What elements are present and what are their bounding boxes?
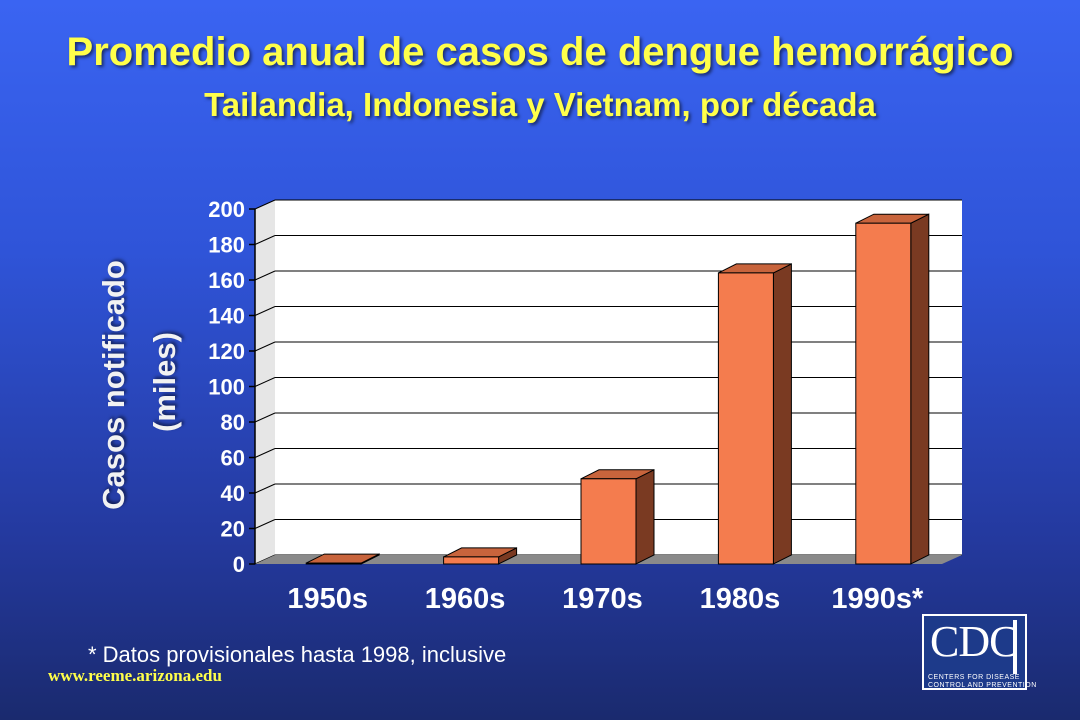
y-tick-label: 180 [208, 233, 245, 258]
gridline-side [254, 235, 276, 245]
y-tick-label: 0 [233, 552, 245, 577]
source-url: www.reeme.arizona.edu [48, 666, 222, 685]
bar [855, 222, 912, 565]
y-tick-label: 160 [208, 268, 245, 293]
bar-side [635, 468, 655, 565]
bar [580, 478, 637, 565]
x-tick-label: 1990s* [831, 583, 924, 615]
gridline-side [254, 519, 276, 529]
x-tick-label: 1970s [562, 583, 643, 615]
y-axis-label: Casos notificado [95, 260, 131, 510]
y-tick-label: 80 [221, 410, 245, 435]
gridline-side [254, 306, 276, 316]
x-tick-label: 1950s [287, 583, 368, 615]
chart-subtitle: Tailandia, Indonesia y Vietnam, por déca… [204, 86, 876, 123]
chart-title: Promedio anual de casos de dengue hemorr… [66, 30, 1014, 74]
x-tick-label: 1980s [700, 583, 781, 615]
cdc-logo-subtitle: CENTERS FOR DISEASE CONTROL AND PREVENTI… [928, 674, 1037, 690]
gridline-side [254, 412, 276, 423]
bar [305, 562, 362, 565]
gridline-side [254, 448, 276, 458]
y-tick-label: 120 [208, 339, 245, 364]
cdc-logo-sub-line2: CONTROL AND PREVENTION [928, 682, 1037, 689]
gridline-side [254, 341, 276, 352]
bar [443, 556, 500, 565]
y-tick-label: 20 [221, 517, 245, 542]
y-tick-label: 140 [208, 304, 245, 329]
gridline-side [254, 199, 276, 210]
x-tick-label: 1960s [425, 583, 506, 615]
footnote: * Datos provisionales hasta 1998, inclus… [88, 642, 507, 667]
y-tick-label: 60 [221, 446, 245, 471]
y-tick-label: 100 [208, 375, 245, 400]
bar-side [910, 213, 930, 565]
cdc-logo-text: CDC [930, 617, 1018, 666]
gridline-side [254, 270, 276, 281]
y-tick-label: 200 [208, 197, 245, 222]
y-axis-unit-label: (miles) [146, 332, 182, 432]
cdc-logo-sub-line1: CENTERS FOR DISEASE [928, 674, 1020, 681]
bar-side [772, 263, 792, 565]
gridline-side [254, 483, 276, 494]
cdc-logo-bar [1013, 620, 1017, 674]
cdc-logo: CDC CENTERS FOR DISEASE CONTROL AND PREV… [922, 614, 1036, 690]
bar [717, 272, 774, 565]
gridline-side [254, 377, 276, 387]
y-tick-label: 40 [221, 481, 245, 506]
